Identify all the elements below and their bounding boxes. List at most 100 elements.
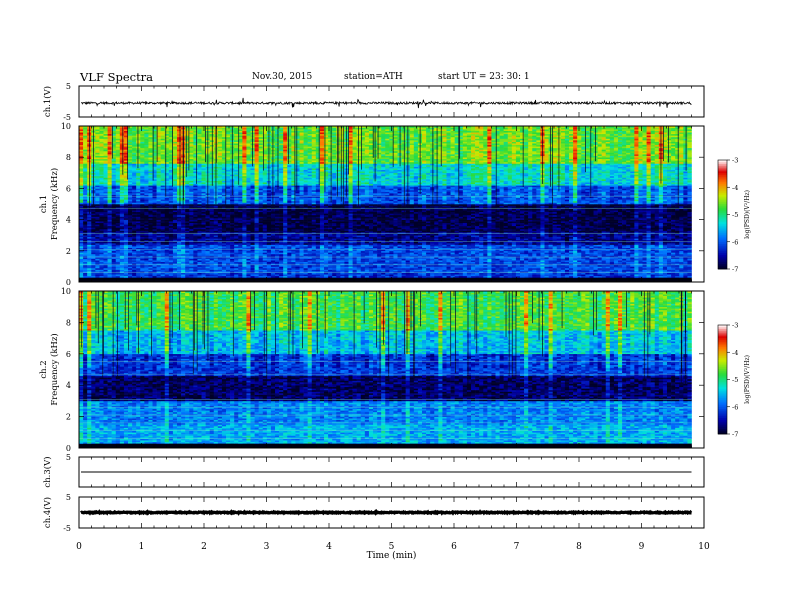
spectrogram-cell — [487, 263, 492, 266]
spectrogram-cell — [405, 253, 411, 256]
spectrogram-cell — [262, 260, 268, 263]
spectrogram-cell — [164, 272, 170, 275]
spectrogram-cell — [613, 263, 619, 266]
spectrogram-cell — [540, 266, 545, 269]
spectrogram-cell — [197, 257, 202, 259]
spectrogram-cell — [450, 267, 455, 270]
spectrogram-cell — [107, 255, 112, 258]
spectrogram-cell — [438, 257, 443, 259]
spectrogram-cell — [381, 267, 386, 270]
spectrogram-cell — [91, 266, 96, 269]
spectrogram-cell — [287, 269, 292, 272]
spectrogram-cell — [675, 257, 680, 259]
spectrogram-cell — [156, 261, 161, 264]
spectrogram-cell — [262, 247, 268, 250]
spectrogram-cell — [172, 260, 178, 263]
spectrogram-cell — [491, 250, 496, 253]
spectrogram-cell — [675, 253, 680, 256]
spectrogram-cell — [315, 275, 321, 278]
spectrogram-cell — [279, 246, 284, 248]
spectrogram-cell — [687, 247, 692, 250]
spectrogram-cell — [422, 260, 427, 263]
spectrogram-cell — [373, 269, 378, 272]
spectrogram-cell — [667, 260, 672, 263]
spectrogram-cell — [687, 274, 692, 277]
spectrogram-cell — [532, 249, 537, 252]
spectrogram-cell — [683, 249, 688, 252]
spectrogram-cell — [315, 274, 321, 277]
spectrogram-cell — [213, 275, 219, 278]
spectrogram-cell — [679, 267, 684, 270]
spectrogram-cell — [536, 258, 541, 261]
spectrogram-cell — [593, 257, 598, 259]
spectrogram-cell — [675, 263, 680, 266]
spectrogram-cell — [279, 258, 284, 261]
spectrogram-cell — [111, 258, 117, 261]
spectrogram-cell — [209, 266, 215, 269]
spectrogram-cell — [156, 252, 161, 255]
spectrogram-cell — [79, 247, 84, 250]
spectrogram-cell — [377, 257, 382, 259]
spectrogram-cell — [495, 255, 500, 258]
spectrogram-cell — [646, 267, 651, 270]
spectrogram-cell — [91, 250, 96, 253]
spectrogram-cell — [332, 261, 337, 264]
spectrogram-cell — [185, 271, 190, 273]
spectrogram-cell — [315, 260, 321, 263]
spectrogram-cell — [217, 252, 223, 255]
spectrogram-cell — [658, 253, 664, 256]
spectrogram-cell — [234, 261, 239, 264]
spectrogram-cell — [242, 257, 247, 259]
spectrogram-cell — [246, 275, 251, 278]
spectrogram-cell — [324, 249, 329, 252]
spectrogram-cell — [524, 257, 529, 259]
spectrogram-cell — [111, 263, 117, 266]
spectrogram-cell — [528, 266, 533, 269]
spectrogram-cell — [95, 260, 100, 263]
spectrogram-cell — [515, 253, 521, 256]
spectrogram-cell — [132, 266, 137, 269]
spectrogram-cell — [422, 261, 427, 264]
spectrogram-cell — [209, 264, 215, 267]
spectrogram-cell — [226, 250, 231, 253]
spectrogram-cell — [356, 272, 362, 275]
spectrogram-cell — [589, 267, 594, 270]
spectrogram-cell — [332, 257, 337, 259]
spectrogram-cell — [115, 263, 121, 266]
spectrogram-cell — [422, 264, 427, 267]
spectrogram-cell — [160, 257, 166, 259]
spectrogram-cell — [373, 253, 378, 256]
spectrogram-cell — [393, 260, 398, 263]
spectrogram-cell — [687, 257, 692, 259]
spectrogram-cell — [213, 260, 219, 263]
spectrogram-cell — [246, 246, 251, 248]
spectrogram-cell — [205, 249, 210, 252]
spectrogram-cell — [405, 263, 411, 266]
spectrogram-cell — [360, 271, 366, 273]
spectrogram-cell — [401, 263, 406, 266]
spectrogram-cell — [107, 267, 112, 270]
spectrogram-cell — [511, 266, 517, 269]
spectrogram-cell — [511, 267, 517, 270]
spectrogram-cell — [491, 249, 496, 252]
spectrogram-cell — [340, 264, 345, 267]
spectrogram-cell — [528, 261, 533, 264]
spectrogram-cell — [99, 255, 104, 258]
spectrogram-cell — [348, 272, 353, 275]
spectrogram-cell — [205, 269, 210, 272]
spectrogram-cell — [662, 249, 668, 252]
spectrogram-cell — [360, 264, 366, 267]
spectrogram-cell — [332, 258, 337, 261]
spectrogram-cell — [262, 249, 268, 252]
spectrogram-cell — [613, 249, 619, 252]
spectrogram-cell — [275, 260, 280, 263]
spectrogram-cell — [287, 249, 292, 252]
spectrogram-cell — [417, 252, 423, 255]
spectrogram-cell — [152, 261, 157, 264]
spectrogram-cell — [503, 252, 509, 255]
spectrogram-cell — [189, 274, 194, 277]
spectrogram-cell — [487, 261, 492, 264]
spectrogram-cell — [515, 275, 521, 278]
spectrogram-cell — [209, 272, 215, 275]
spectrogram-cell — [466, 271, 472, 273]
